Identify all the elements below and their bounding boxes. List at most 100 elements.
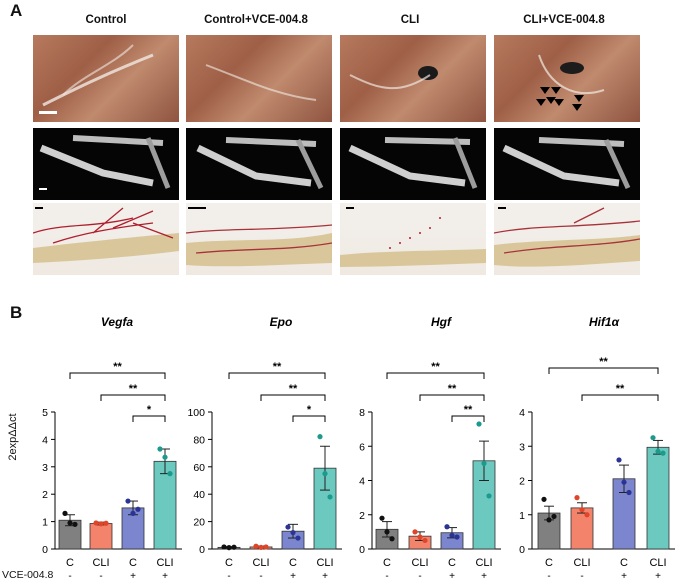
ct-cli — [340, 128, 486, 200]
x-tick-label: CLI — [573, 557, 590, 569]
treatment-sign: + — [162, 571, 168, 582]
significance-bracket — [581, 394, 659, 401]
data-point — [541, 496, 547, 502]
treatment-sign: - — [68, 571, 71, 582]
treatment-sign: + — [290, 571, 296, 582]
y-tick-label: 60 — [193, 462, 205, 474]
column-title-cli-vce: CLI+VCE-004.8 — [523, 14, 605, 26]
treatment-sign: + — [621, 571, 627, 582]
treatment-sign: - — [99, 571, 102, 582]
data-point — [263, 544, 269, 550]
significance-bracket — [386, 372, 485, 379]
photo-control-vce — [186, 35, 332, 122]
data-point — [616, 457, 622, 463]
data-point — [322, 471, 328, 477]
x-tick-label: C — [620, 557, 628, 569]
scale-bar — [39, 111, 57, 114]
y-tick-label: 4 — [42, 434, 48, 446]
data-point — [384, 529, 390, 535]
significance-label: ** — [616, 383, 625, 395]
y-tick-label: 0 — [42, 544, 48, 556]
vasculature-control — [33, 203, 179, 275]
treatment-sign: + — [130, 571, 136, 582]
data-point — [449, 532, 455, 538]
y-tick-label: 80 — [193, 434, 205, 446]
y-tick-label: 1 — [42, 517, 48, 529]
chart-title: Hif1α — [589, 315, 620, 329]
column-title-control-vce: Control+VCE-004.8 — [204, 14, 308, 26]
significance-bracket — [132, 415, 166, 422]
data-point — [417, 534, 423, 540]
significance-label: ** — [273, 361, 282, 373]
y-tick-label: 2 — [42, 489, 48, 501]
data-point — [551, 513, 557, 520]
x-tick-label: CLI — [316, 557, 333, 569]
ct-control — [33, 128, 179, 200]
data-point — [162, 454, 168, 460]
data-point — [574, 495, 580, 501]
panel-b-letter: B — [10, 303, 23, 322]
y-tick-label: 8 — [359, 407, 365, 419]
y-tick-label: 6 — [359, 441, 365, 453]
chart-title: Epo — [270, 315, 293, 329]
data-point — [226, 545, 232, 551]
significance-label: * — [307, 404, 312, 416]
x-tick-label: C — [289, 557, 297, 569]
significance-bracket — [548, 367, 659, 374]
data-point — [231, 544, 237, 550]
significance-label: ** — [113, 361, 122, 373]
data-point — [626, 489, 632, 496]
y-tick-label: 3 — [42, 462, 48, 474]
y-tick-label: 4 — [359, 476, 365, 488]
y-tick-label: 100 — [187, 407, 205, 419]
data-point — [67, 520, 73, 526]
x-tick-label: C — [225, 557, 233, 569]
data-point — [130, 510, 136, 516]
bar — [153, 460, 177, 550]
data-point — [62, 510, 68, 516]
y-tick-label: 40 — [193, 489, 205, 501]
significance-bracket — [451, 415, 485, 422]
x-tick-label: CLI — [649, 557, 666, 569]
data-point — [98, 521, 104, 527]
data-point — [125, 498, 131, 504]
treatment-sign: - — [227, 571, 230, 582]
data-point — [422, 537, 428, 544]
panel-a-letter: A — [10, 1, 23, 20]
data-point — [258, 544, 264, 550]
photo-cli-vce — [494, 35, 640, 122]
x-tick-label: CLI — [475, 557, 492, 569]
black-arrowheads-icon — [536, 87, 584, 111]
ct-cli-vce — [494, 128, 640, 200]
data-point — [72, 521, 78, 527]
significance-label: ** — [129, 383, 138, 395]
x-tick-label: CLI — [252, 557, 269, 569]
column-title-cli: CLI — [400, 14, 420, 26]
chart-title: Hgf — [431, 315, 452, 329]
data-point — [167, 471, 173, 477]
significance-label: ** — [431, 361, 440, 373]
bar — [570, 507, 594, 550]
y-tick-label: 1 — [519, 510, 525, 522]
x-tick-label: C — [129, 557, 137, 569]
treatment-sign: + — [322, 571, 328, 582]
data-point — [103, 520, 109, 526]
x-tick-label: C — [545, 557, 553, 569]
x-tick-label: C — [448, 557, 456, 569]
treatment-sign: - — [259, 571, 262, 582]
data-point — [546, 517, 552, 523]
y-tick-label: 0 — [199, 544, 205, 556]
y-tick-label: 5 — [42, 407, 48, 419]
significance-label: ** — [448, 383, 457, 395]
significance-label: ** — [599, 356, 608, 368]
data-point — [135, 506, 141, 512]
vasculature-cli-vce — [494, 203, 640, 275]
significance-bracket — [292, 415, 326, 422]
data-point — [481, 460, 487, 466]
data-point — [253, 543, 259, 549]
treatment-sign: + — [481, 571, 487, 582]
significance-label: ** — [464, 404, 473, 416]
treatment-sign: - — [385, 571, 388, 582]
data-point — [290, 529, 296, 536]
chart-title: Vegfa — [101, 315, 134, 329]
